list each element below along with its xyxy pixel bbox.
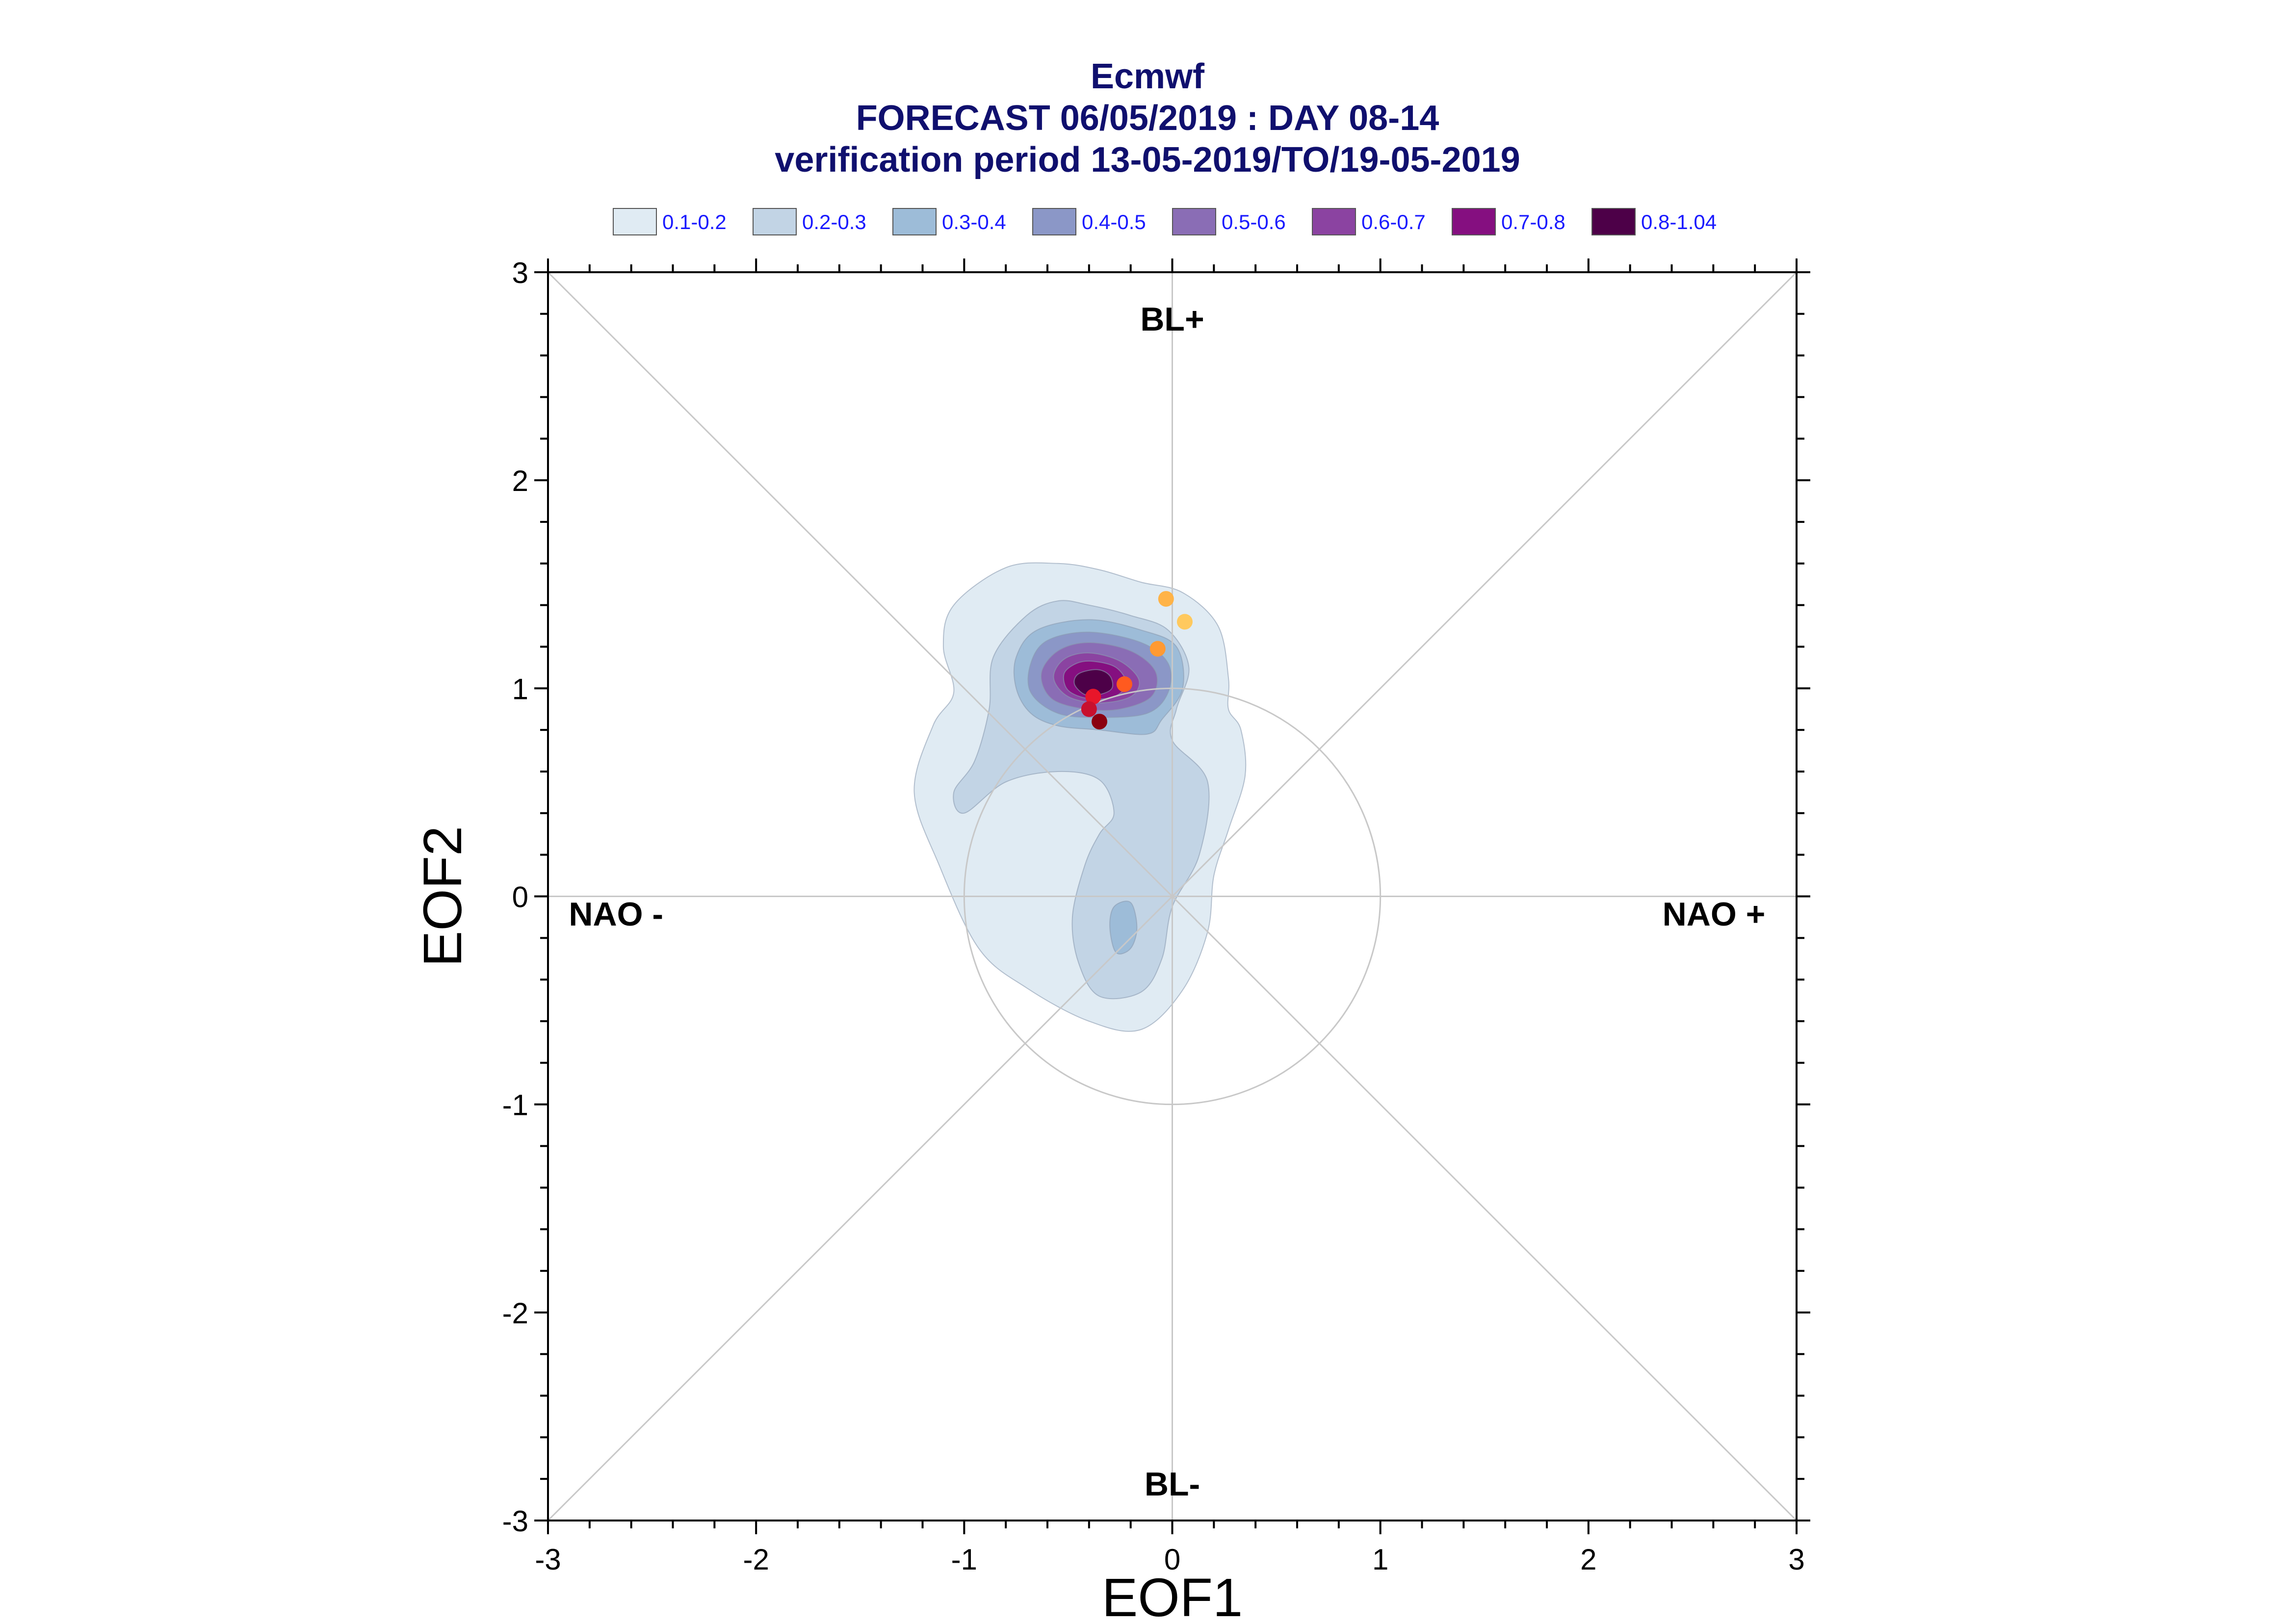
y-tick-label: -2 — [502, 1297, 528, 1330]
legend-label-4: 0.5-0.6 — [1222, 210, 1286, 233]
regime-label-bl-minus: BL- — [1145, 1466, 1200, 1503]
legend-label-2: 0.3-0.4 — [942, 210, 1006, 233]
legend-swatch-4 — [1172, 208, 1216, 235]
forecast-point-2 — [1149, 641, 1166, 657]
diagonal-line-descending — [547, 271, 1798, 1521]
x-axis-title: EOF1 — [1102, 1568, 1243, 1624]
legend-swatch-1 — [753, 208, 797, 235]
legend-swatch-7 — [1591, 208, 1636, 235]
y-tick-label: 3 — [512, 257, 528, 289]
unit-circle — [963, 687, 1382, 1106]
legend-swatch-3 — [1032, 208, 1076, 235]
legend-swatch-6 — [1452, 208, 1496, 235]
x-tick-label: 0 — [1164, 1543, 1180, 1576]
chart-title: Ecmwf — [1091, 57, 1205, 96]
legend-label-7: 0.8-1.04 — [1641, 210, 1717, 233]
forecast-point-1 — [1176, 614, 1193, 630]
x-tick-label: -2 — [743, 1543, 769, 1576]
legend-label-1: 0.2-0.3 — [802, 210, 866, 233]
forecast-point-5 — [1081, 701, 1097, 717]
regime-label-bl-plus: BL+ — [1140, 301, 1204, 338]
chart-subtitle-forecast: FORECAST 06/05/2019 : DAY 08-14 — [856, 99, 1439, 138]
legend-label-5: 0.6-0.7 — [1361, 210, 1426, 233]
forecast-point-0 — [1158, 591, 1174, 607]
chart-subtitle-verification: verification period 13-05-2019/TO/19-05-… — [775, 140, 1520, 180]
y-tick-label: 0 — [512, 881, 528, 914]
legend: 0.1-0.2 0.2-0.3 0.3-0.4 0.4-0.5 0.5-0.6 0.6-0… — [613, 208, 1717, 235]
regime-label-nao-minus: NAO - — [569, 896, 663, 933]
legend-swatch-5 — [1312, 208, 1356, 235]
legend-label-0: 0.1-0.2 — [662, 210, 727, 233]
reference-lines — [547, 271, 1798, 1521]
y-tick-label: -3 — [502, 1505, 528, 1538]
plot-area: -3 -2 -1 0 1 2 3 -3 -2 -1 0 1 2 3 — [502, 257, 1810, 1576]
legend-swatch-2 — [892, 208, 937, 235]
x-tick-label: -3 — [535, 1543, 561, 1576]
x-tick-label: 3 — [1788, 1543, 1804, 1576]
x-tick-label: 2 — [1580, 1543, 1596, 1576]
y-tick-label: 2 — [512, 464, 528, 497]
y-axis-title: EOF2 — [413, 826, 473, 967]
axis-ticks: -3 -2 -1 0 1 2 3 -3 -2 -1 0 1 2 3 — [502, 257, 1810, 1576]
forecast-point-4 — [1085, 689, 1101, 705]
forecast-points — [1081, 591, 1193, 730]
y-tick-label: 1 — [512, 672, 528, 705]
regime-label-nao-plus: NAO + — [1663, 896, 1766, 933]
y-tick-label: -1 — [502, 1089, 528, 1122]
legend-label-3: 0.4-0.5 — [1082, 210, 1146, 233]
forecast-point-6 — [1092, 714, 1108, 730]
legend-swatch-0 — [613, 208, 657, 235]
forecast-point-3 — [1116, 676, 1132, 692]
legend-label-6: 0.7-0.8 — [1501, 210, 1565, 233]
x-tick-label: -1 — [951, 1543, 977, 1576]
x-tick-label: 1 — [1372, 1543, 1388, 1576]
density-contours — [913, 562, 1247, 1032]
